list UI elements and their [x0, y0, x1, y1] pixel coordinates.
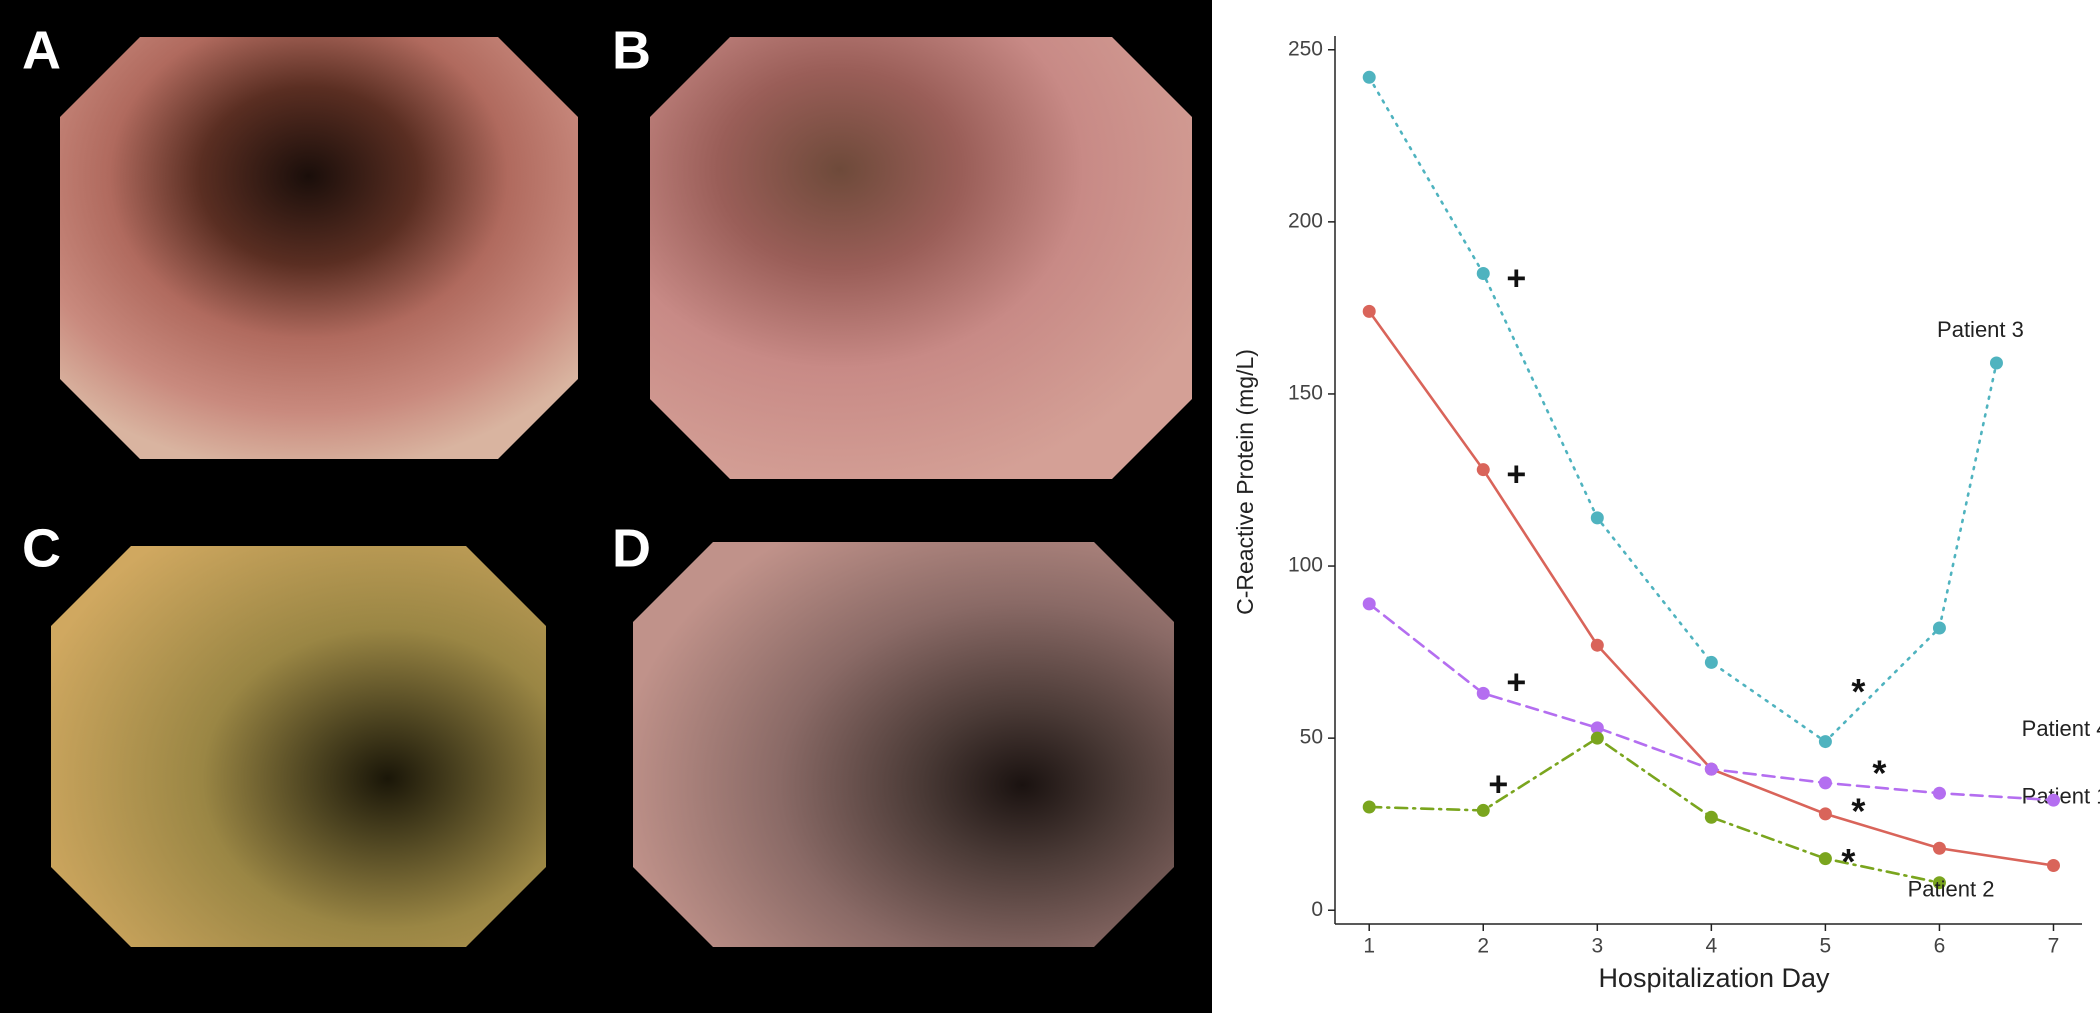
point	[1704, 762, 1718, 776]
point	[1932, 876, 1946, 890]
point	[1476, 266, 1490, 280]
point	[1476, 686, 1490, 700]
y-tick-label: 100	[1288, 554, 1323, 577]
point	[1932, 841, 1946, 855]
point	[1362, 304, 1376, 318]
x-axis-label: Hospitalization Day	[1598, 963, 1830, 993]
point	[1590, 721, 1604, 735]
line	[1367, 736, 1941, 884]
x-tick-label: 4	[1706, 935, 1718, 958]
significance-marker: +	[1488, 765, 1508, 803]
point	[1476, 803, 1490, 817]
point	[1590, 638, 1604, 652]
y-tick-label: 200	[1288, 209, 1323, 232]
point	[1362, 800, 1376, 814]
point	[1818, 776, 1832, 790]
x-tick-label: 2	[1477, 935, 1489, 958]
point	[2046, 858, 2060, 872]
y-tick-label: 50	[1300, 726, 1323, 749]
endoscopy-image	[650, 37, 1192, 479]
significance-marker: *	[1851, 790, 1865, 831]
point	[1362, 70, 1376, 84]
y-tick-label: 150	[1288, 382, 1323, 405]
point	[1704, 810, 1718, 824]
panel-label: D	[612, 518, 651, 578]
series-label: Patient 4	[2022, 716, 2100, 741]
panel-label: A	[22, 20, 61, 80]
endoscopy-image	[633, 542, 1174, 947]
point	[1818, 807, 1832, 821]
point	[1818, 735, 1832, 749]
point	[2046, 793, 2060, 807]
significance-marker: *	[1851, 671, 1865, 712]
x-tick-label: 6	[1934, 935, 1946, 958]
endoscopy-image	[60, 37, 578, 459]
point	[1476, 463, 1490, 477]
significance-marker: +	[1506, 663, 1526, 701]
point	[1590, 731, 1604, 745]
point	[1362, 597, 1376, 611]
x-tick-label: 5	[1820, 935, 1832, 958]
y-tick-label: 250	[1288, 37, 1323, 60]
point	[1989, 356, 2003, 370]
point	[1818, 852, 1832, 866]
endoscopy-image	[51, 546, 546, 947]
line	[1367, 310, 2055, 867]
point	[1590, 511, 1604, 525]
y-tick-label: 0	[1311, 898, 1323, 921]
point	[1932, 621, 1946, 635]
y-axis-label: C-Reactive Protein (mg/L)	[1232, 349, 1258, 615]
series-label: Patient 3	[1937, 317, 2024, 342]
significance-marker: *	[1872, 753, 1886, 794]
line	[1367, 76, 1998, 744]
series-label: Patient 2	[1908, 877, 1995, 902]
significance-marker: +	[1506, 259, 1526, 297]
x-tick-label: 3	[1591, 935, 1603, 958]
significance-marker: +	[1506, 456, 1526, 494]
series-label: Patient 1	[2022, 783, 2100, 808]
point	[1932, 786, 1946, 800]
x-tick-label: 1	[1363, 935, 1375, 958]
x-tick-label: 7	[2048, 935, 2060, 958]
panel-label: B	[612, 20, 651, 80]
panel-label: C	[22, 518, 61, 578]
point	[1704, 655, 1718, 669]
significance-marker: *	[1841, 841, 1855, 882]
